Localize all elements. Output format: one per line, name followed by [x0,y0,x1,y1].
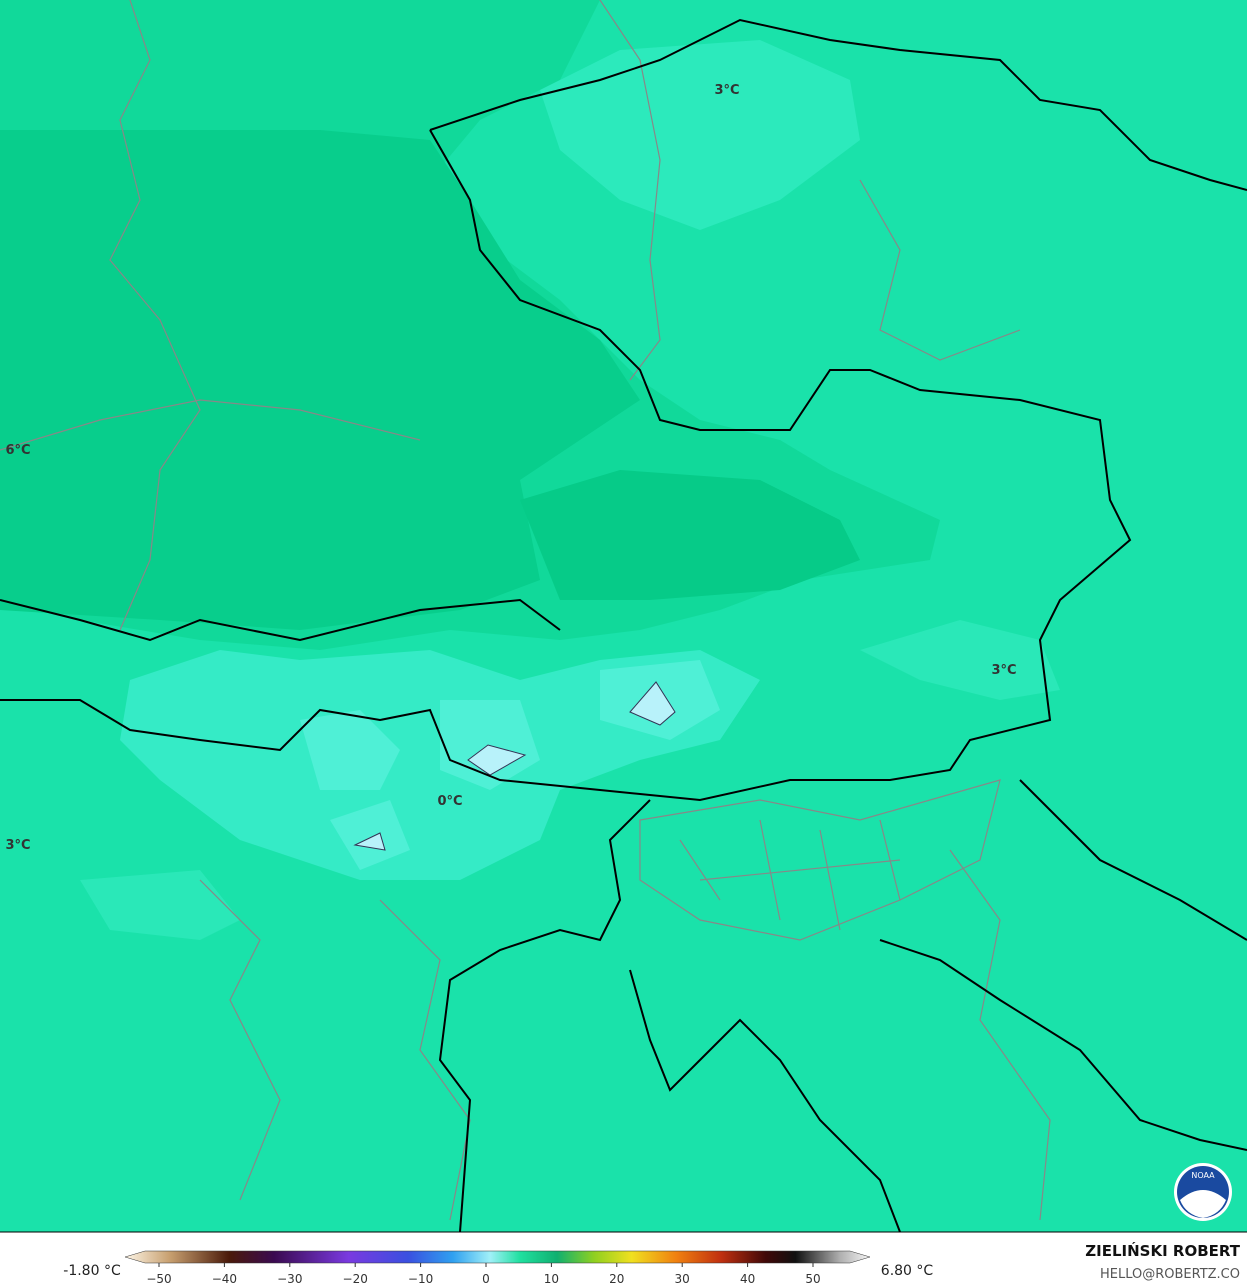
colorbar-tick-label: −20 [343,1272,368,1286]
email: HELLO@ROBERTZ.CO [1100,1267,1240,1282]
colorbar-tick-label: −50 [146,1272,171,1286]
contour-label: 6°C [5,443,30,458]
colorbar-tick-label: 30 [675,1272,690,1286]
colorbar-tick-label: 50 [805,1272,820,1286]
logo-text: NOAA [1191,1171,1215,1180]
colorbar-tick-label: 40 [740,1272,755,1286]
colorbar [124,1250,871,1264]
colorbar-min: -1.80 °C [63,1263,121,1279]
noaa-logo: NOAA [1174,1163,1232,1221]
author: ZIELIŃSKI ROBERT [1085,1241,1240,1260]
colorbar-ticks: −50 −40 −30 −20 −10 0 10 20 30 40 50 [146,1263,821,1286]
map [0,0,1247,1233]
contour-label: 3°C [714,83,739,98]
colorbar-max: 6.80 °C [881,1263,934,1279]
contour-label: 3°C [5,838,30,853]
colorbar-tick-label: −40 [212,1272,237,1286]
colorbar-tick-label: 0 [482,1272,490,1286]
colorbar-tick-label: −30 [277,1272,302,1286]
contour-label: 3°C [991,663,1016,678]
colorbar-tick-label: 10 [544,1272,559,1286]
colorbar-tick-label: −10 [408,1272,433,1286]
colorbar-tick-label: 20 [609,1272,624,1286]
contour-label: 0°C [437,794,462,809]
